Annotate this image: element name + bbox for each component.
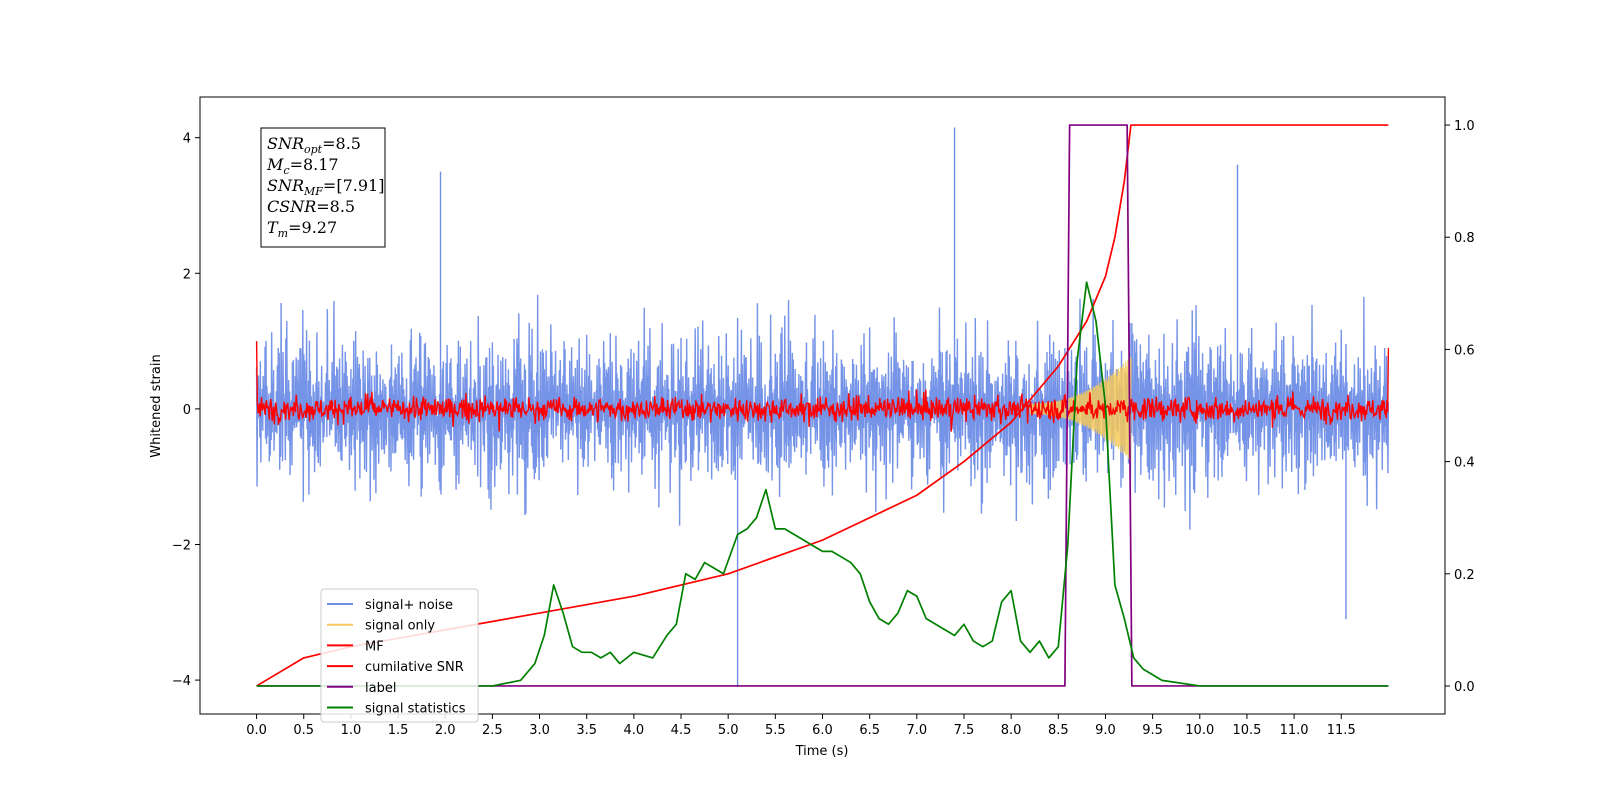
legend: signal+ noise signal only MF cumilative SNR… [320, 588, 479, 723]
y-axis-left: −4 −2 0 2 4 [172, 132, 200, 689]
x-tick-label: 11.5 [1327, 723, 1356, 738]
x-tick-label: 1.0 [341, 723, 362, 738]
y-tick-label: 0 [183, 403, 191, 418]
x-tick-label: 8.5 [1048, 723, 1069, 738]
y-tick-label: 2 [183, 267, 191, 282]
legend-frame [320, 588, 479, 723]
x-tick-label: 9.5 [1142, 723, 1163, 738]
legend-label: cumilative SNR [365, 660, 464, 675]
legend-label: label [365, 681, 396, 696]
x-tick-label: 8.0 [1001, 723, 1022, 738]
x-tick-label: 3.5 [576, 723, 597, 738]
x-tick-label: 4.5 [671, 723, 692, 738]
annotation-line: CSNR=8.5 [267, 197, 355, 216]
x-tick-label: 6.5 [859, 723, 880, 738]
y2-tick-label: 0.8 [1454, 231, 1475, 246]
legend-label: signal+ noise [365, 598, 453, 613]
x-tick-label: 3.0 [529, 723, 550, 738]
annotation-line: SNRMF=[7.91] [267, 176, 384, 198]
x-tick-label: 1.5 [388, 723, 409, 738]
annotation-line: Mc=8.17 [266, 155, 339, 177]
annotation-line: Tm=9.27 [267, 218, 337, 240]
legend-label: MF [365, 639, 384, 654]
legend-label: signal only [365, 619, 435, 634]
y2-tick-label: 0.4 [1454, 456, 1475, 471]
y-tick-label: 4 [183, 132, 191, 147]
x-tick-label: 10.5 [1232, 723, 1261, 738]
x-tick-label: 5.0 [718, 723, 739, 738]
x-axis-label: Time (s) [795, 744, 849, 759]
x-tick-label: 0.0 [246, 723, 267, 738]
y2-tick-label: 0.6 [1454, 343, 1475, 358]
x-tick-label: 4.0 [624, 723, 645, 738]
x-tick-label: 6.0 [812, 723, 833, 738]
annotation-frame [260, 127, 386, 248]
x-tick-label: 5.5 [765, 723, 786, 738]
y2-tick-label: 1.0 [1454, 119, 1475, 134]
legend-label: signal statistics [365, 702, 466, 717]
x-tick-label: 11.0 [1280, 723, 1309, 738]
x-tick-label: 7.5 [954, 723, 975, 738]
x-tick-label: 10.0 [1185, 723, 1214, 738]
x-tick-label: 2.0 [435, 723, 456, 738]
y2-tick-label: 0.0 [1454, 680, 1475, 695]
x-tick-label: 0.5 [293, 723, 314, 738]
x-tick-label: 9.0 [1095, 723, 1116, 738]
series-mf [255, 341, 1390, 432]
series-label [256, 124, 1389, 687]
x-tick-label: 7.0 [906, 723, 927, 738]
y-axis-right: 0.0 0.2 0.4 0.6 0.8 1.0 [1445, 119, 1475, 695]
x-tick-label: 2.5 [482, 723, 503, 738]
y-tick-label: −4 [172, 674, 191, 689]
x-axis: 0.0 0.5 1.0 1.5 2.0 2.5 3.0 3.5 4.0 4.5 5.0 5.5 6.0 6… [246, 714, 1356, 738]
y2-tick-label: 0.2 [1454, 568, 1475, 583]
series-layer [255, 124, 1390, 687]
y-tick-label: −2 [172, 538, 191, 553]
y-axis-label: Whitened strain [149, 354, 164, 457]
series-signal-statistics [256, 281, 1389, 687]
annotation-line: SNRopt=8.5 [267, 134, 361, 156]
